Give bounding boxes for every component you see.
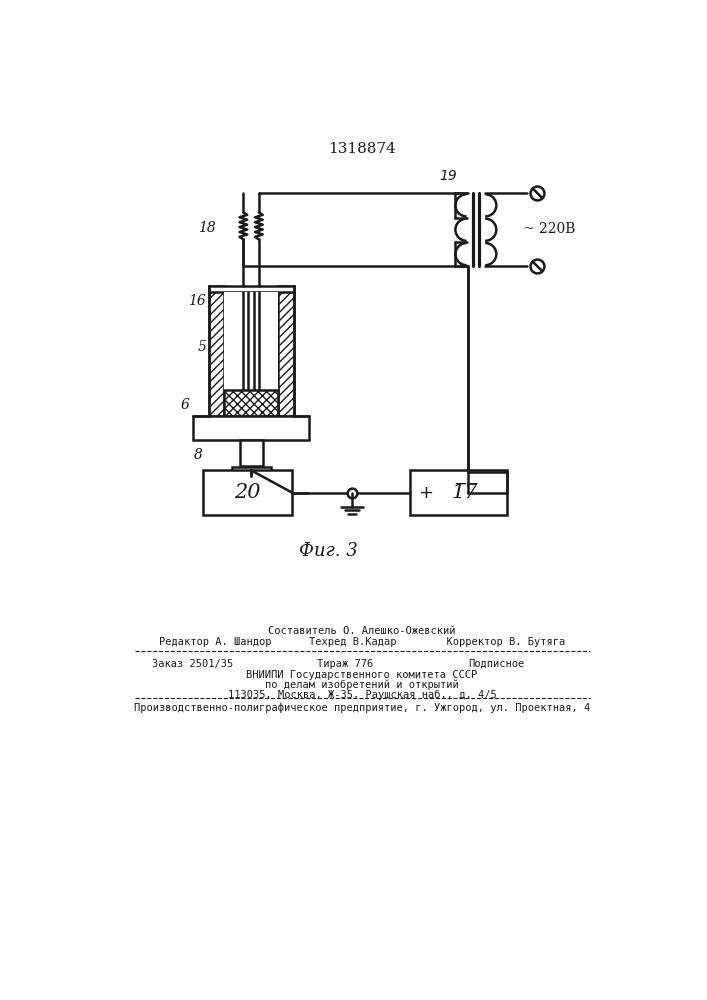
Text: 20: 20: [235, 483, 261, 502]
Bar: [193, 416, 309, 440]
Text: 19: 19: [440, 169, 457, 183]
Text: 17: 17: [451, 483, 478, 502]
Text: Редактор А. Шандор      Техред В.Кадар        Корректор В. Бутяга: Редактор А. Шандор Техред В.Кадар Коррек…: [159, 637, 565, 647]
Text: Производственно-полиграфическое предприятие, г. Ужгород, ул. Проектная, 4: Производственно-полиграфическое предприя…: [134, 702, 590, 713]
Text: 6: 6: [180, 398, 189, 412]
Text: 16: 16: [189, 294, 206, 308]
Text: −: −: [453, 475, 467, 493]
Text: ~ 220В: ~ 220В: [523, 222, 575, 236]
Text: 5: 5: [197, 340, 206, 354]
Bar: [209, 286, 224, 416]
Bar: [410, 470, 507, 515]
Bar: [224, 292, 279, 416]
Bar: [224, 389, 279, 416]
Bar: [203, 470, 292, 515]
Text: Заказ 2501/35: Заказ 2501/35: [152, 659, 233, 669]
Text: по делам изобретений и открытий: по делам изобретений и открытий: [265, 680, 459, 690]
Text: Составитель О. Алешко-Ожевский: Составитель О. Алешко-Ожевский: [268, 626, 456, 636]
Text: 1318874: 1318874: [328, 142, 396, 156]
Text: 8: 8: [194, 448, 203, 462]
Bar: [232, 466, 271, 476]
Bar: [279, 286, 293, 416]
Text: ВНИИПИ Государственного комитета СССР: ВНИИПИ Государственного комитета СССР: [246, 670, 477, 680]
Text: Фиг. 3: Фиг. 3: [299, 542, 358, 560]
Text: +: +: [418, 484, 433, 502]
Bar: [209, 286, 293, 292]
Text: 18: 18: [199, 221, 216, 235]
Bar: [240, 440, 263, 466]
Text: Тираж 776: Тираж 776: [317, 659, 373, 669]
Text: 113035, Москва, Ж-35, Раушская наб., д. 4/5: 113035, Москва, Ж-35, Раушская наб., д. …: [228, 690, 496, 700]
Text: Подписное: Подписное: [468, 659, 525, 669]
